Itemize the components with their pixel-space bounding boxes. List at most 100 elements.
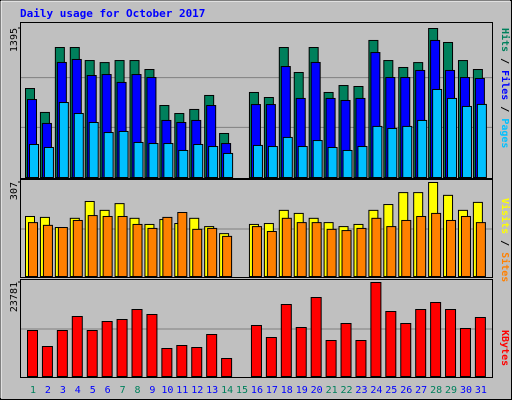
- chart-title: Daily usage for October 2017: [20, 7, 205, 20]
- x-tick-label: 9: [149, 385, 155, 396]
- bar: [43, 146, 54, 178]
- bar: [117, 215, 128, 277]
- x-tick-label: 1: [30, 385, 36, 396]
- bar: [88, 121, 99, 178]
- legend-item: Pages: [499, 118, 510, 148]
- x-tick-label: 5: [90, 385, 96, 396]
- bar: [341, 230, 352, 277]
- x-tick-label: 15: [236, 385, 248, 396]
- bar: [102, 215, 113, 277]
- bar: [357, 146, 368, 178]
- legend: KBytes: [499, 330, 510, 366]
- legend-item: Files: [499, 70, 511, 100]
- bar: [132, 223, 143, 277]
- x-tick-label: 10: [161, 385, 173, 396]
- x-tick-label: 12: [191, 385, 203, 396]
- bar: [356, 227, 367, 278]
- bar: [131, 309, 143, 377]
- bar: [280, 304, 292, 377]
- bar: [87, 215, 98, 277]
- bar: [42, 224, 53, 278]
- bar: [370, 282, 382, 377]
- x-tick-label: 22: [341, 385, 353, 396]
- bar: [71, 315, 83, 377]
- bar: [266, 230, 277, 278]
- bar: [146, 313, 158, 378]
- x-tick-label: 21: [326, 385, 338, 396]
- bar: [148, 143, 159, 178]
- bar: [326, 228, 337, 278]
- bar: [476, 103, 487, 178]
- bar: [29, 143, 39, 178]
- bar: [295, 326, 307, 377]
- bar: [431, 212, 442, 277]
- bar: [176, 344, 188, 377]
- bar: [101, 321, 113, 378]
- bar: [417, 119, 428, 178]
- x-tick-label: 16: [251, 385, 263, 396]
- bar: [267, 146, 278, 178]
- x-tick-label: 28: [430, 385, 442, 396]
- bar: [327, 146, 338, 178]
- bar: [223, 152, 234, 178]
- x-tick-label: 18: [281, 385, 293, 396]
- x-tick-label: 17: [266, 385, 278, 396]
- bar: [282, 136, 293, 179]
- x-tick-label: 23: [355, 385, 367, 396]
- x-tick-label: 24: [370, 385, 382, 396]
- legend-item: Hits: [499, 28, 511, 52]
- bar: [474, 316, 486, 378]
- bar: [387, 127, 398, 179]
- x-tick-label: 26: [400, 385, 412, 396]
- bar: [192, 228, 203, 278]
- legend-sep: /: [499, 52, 510, 70]
- bar: [103, 132, 114, 178]
- x-tick-label: 27: [415, 385, 427, 396]
- bar: [459, 327, 471, 378]
- bar: [177, 212, 188, 277]
- bar: [178, 149, 189, 179]
- legend-item: Visits: [499, 198, 511, 234]
- x-tick-label: 19: [296, 385, 308, 396]
- bar: [312, 140, 323, 179]
- y-tick-label: 307: [9, 182, 20, 200]
- x-tick-label: 11: [176, 385, 188, 396]
- bar: [385, 310, 397, 377]
- x-tick-label: 25: [385, 385, 397, 396]
- bar: [56, 330, 68, 377]
- x-tick-label: 2: [45, 385, 51, 396]
- bar: [41, 345, 53, 378]
- bar: [163, 143, 174, 178]
- bar: [57, 227, 68, 277]
- bar: [58, 102, 69, 178]
- bar: [340, 322, 352, 377]
- bar: [386, 226, 397, 277]
- x-tick-label: 4: [75, 385, 81, 396]
- bar: [222, 235, 233, 277]
- legend: Hits / Files / Pages: [499, 28, 511, 148]
- bar: [415, 309, 427, 377]
- bar: [250, 324, 262, 378]
- bar: [72, 219, 83, 277]
- bar: [475, 222, 486, 277]
- bar: [28, 222, 38, 277]
- bar: [432, 88, 443, 178]
- bar: [116, 319, 128, 377]
- bar: [297, 146, 308, 178]
- bar: [281, 217, 292, 277]
- bar: [430, 301, 442, 377]
- bar: [342, 149, 353, 179]
- bar: [193, 143, 204, 178]
- bar: [162, 216, 173, 277]
- y-tick-label: 23781: [9, 282, 20, 312]
- bar: [416, 215, 427, 277]
- bar: [207, 227, 218, 278]
- bar: [372, 125, 383, 178]
- bar: [355, 339, 367, 377]
- bar: [133, 141, 144, 178]
- bar: [400, 322, 412, 377]
- x-tick-label: 14: [221, 385, 233, 396]
- legend: Visits / Sites: [499, 198, 511, 282]
- bar: [221, 357, 233, 377]
